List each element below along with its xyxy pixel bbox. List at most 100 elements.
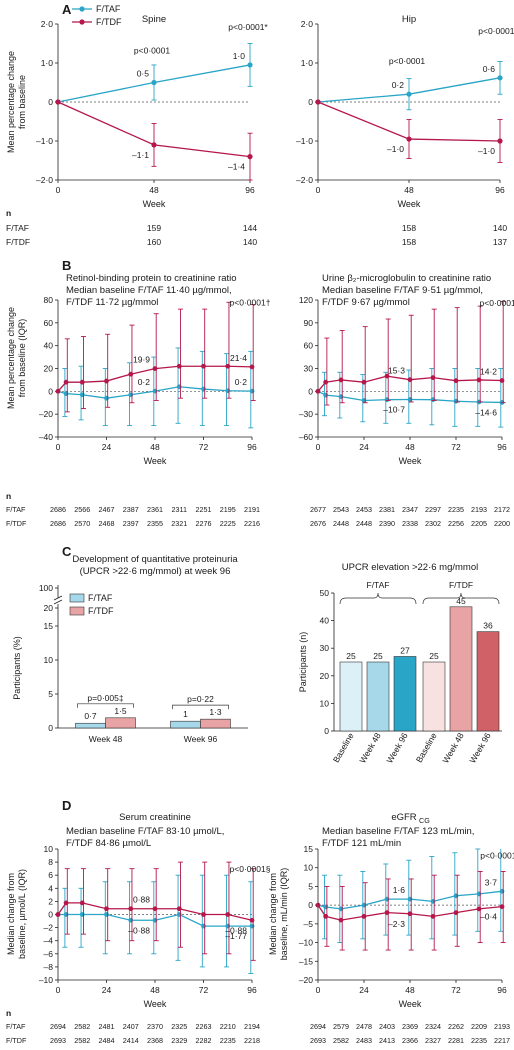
data-label: 3·7 <box>485 877 498 887</box>
data-point-tdf <box>201 363 206 369</box>
y-tick-label: 15 <box>304 844 314 854</box>
data-point-taf <box>497 75 503 81</box>
data-point-taf <box>104 912 109 917</box>
data-point-tdf <box>384 373 390 379</box>
data-point-tdf <box>55 912 61 917</box>
n-value: 2302 <box>425 519 441 528</box>
n-value: 2484 <box>99 1036 115 1045</box>
chart-title-subscript: CG <box>419 816 430 825</box>
n-value: 2321 <box>171 519 187 528</box>
data-point-taf <box>476 891 482 897</box>
y-tick-label: –2 <box>44 923 54 933</box>
y-tick-label: –8 <box>44 962 54 972</box>
data-label: –1·0 <box>387 144 404 154</box>
n-value: 140 <box>243 237 257 247</box>
data-point-tdf <box>128 371 134 377</box>
x-tick-label: 0 <box>316 185 321 195</box>
panel-letter: B <box>62 258 71 273</box>
chart-title-line: F/TDF 121 mL/min <box>322 838 401 849</box>
data-label: 0·2 <box>392 80 405 90</box>
p-value: p<0·0001* <box>478 26 514 36</box>
p-value: p<0·0001† <box>230 298 271 308</box>
bar-value-label: 36 <box>483 621 493 631</box>
data-label: –1·1 <box>132 150 149 160</box>
n-value: 2478 <box>356 1022 372 1031</box>
bar-value-label: 0·7 <box>84 711 97 721</box>
y-tick-label: 0 <box>324 726 329 736</box>
data-point-taf <box>79 392 85 398</box>
axis-break <box>53 595 63 601</box>
svg-text:Baseline: Baseline <box>414 731 439 764</box>
x-axis-label: Week <box>398 199 421 209</box>
data-point-taf <box>249 388 255 394</box>
n-value: 2570 <box>74 519 90 528</box>
bar-tdf <box>105 717 136 729</box>
x-tick-label: 0 <box>56 442 61 452</box>
n-row-label: F/TAF <box>6 1022 26 1031</box>
n-row-label: F/TAF <box>6 505 26 514</box>
n-value: 2381 <box>379 505 395 514</box>
n-header: n <box>6 208 11 218</box>
data-point-tdf <box>79 900 85 906</box>
group-brace <box>422 592 500 605</box>
panel-letter: C <box>62 544 72 559</box>
chart-spine: 2·01·00–1·0–2·00 48 96Week0·51·0–1·1–1·4p<… <box>36 19 268 247</box>
group-label: F/TAF <box>367 580 390 590</box>
data-point-taf <box>338 394 344 400</box>
x-tick-label: 24 <box>359 442 369 452</box>
data-point-taf <box>176 912 182 917</box>
x-tick-label: 72 <box>199 442 209 452</box>
svg-text:Week 96: Week 96 <box>467 731 492 765</box>
x-category-label: Week 96 <box>384 731 409 765</box>
data-label: –0·4 <box>480 912 497 922</box>
data-point-taf <box>176 384 182 390</box>
data-point-tdf <box>453 910 459 916</box>
data-point-taf <box>407 397 413 402</box>
data-point-taf <box>201 386 206 392</box>
data-point-taf <box>453 893 459 899</box>
y-tick-label: 0 <box>48 97 53 107</box>
x-tick-label: 0 <box>316 442 321 452</box>
y-tick-label: –40 <box>39 432 53 442</box>
data-point-taf <box>338 906 344 912</box>
data-point-tdf <box>497 138 503 144</box>
bar-taf <box>75 722 106 729</box>
x-tick-label: 0 <box>56 985 61 995</box>
svg-text:Median change from: Median change from <box>268 873 278 955</box>
n-value: 2468 <box>99 519 115 528</box>
n-value: 2694 <box>310 1022 326 1031</box>
x-tick-label: 48 <box>150 442 160 452</box>
x-tick-label: 48 <box>149 185 159 195</box>
y-tick-label: –10 <box>39 975 53 985</box>
x-axis-label: Week <box>399 456 422 466</box>
y-tick-label: –2·0 <box>36 175 53 185</box>
n-value: 2281 <box>448 1036 464 1045</box>
n-value: 2403 <box>379 1022 395 1031</box>
data-point-taf <box>128 917 134 923</box>
panel-letter: D <box>62 798 71 813</box>
series-line-taf <box>317 890 503 910</box>
y-tick-label: –60 <box>299 432 313 442</box>
y-tick-label: 20 <box>44 364 54 374</box>
x-tick-label: 96 <box>497 985 507 995</box>
y-tick-label: 30 <box>304 364 314 374</box>
x-axis-label: Week <box>144 456 167 466</box>
bar-value-label: 45 <box>456 596 466 606</box>
n-value: 2297 <box>425 505 441 514</box>
n-value: 2191 <box>244 505 260 514</box>
n-value: 2205 <box>471 519 487 528</box>
legend-marker-taf <box>79 6 85 12</box>
p-value: p<0·0001† <box>480 298 514 308</box>
n-value: 2276 <box>196 519 212 528</box>
data-point-tdf <box>323 379 329 385</box>
n-value: 2686 <box>50 505 66 514</box>
n-value: 2677 <box>310 505 326 514</box>
n-value: 2579 <box>333 1022 349 1031</box>
y-tick-label: 50 <box>320 588 330 598</box>
n-value: 2193 <box>494 1022 510 1031</box>
n-value: 2217 <box>494 1036 510 1045</box>
chart-title: UPCR elevation >22·6 mg/mmol <box>342 562 478 573</box>
data-label: –0·88 <box>128 925 150 935</box>
